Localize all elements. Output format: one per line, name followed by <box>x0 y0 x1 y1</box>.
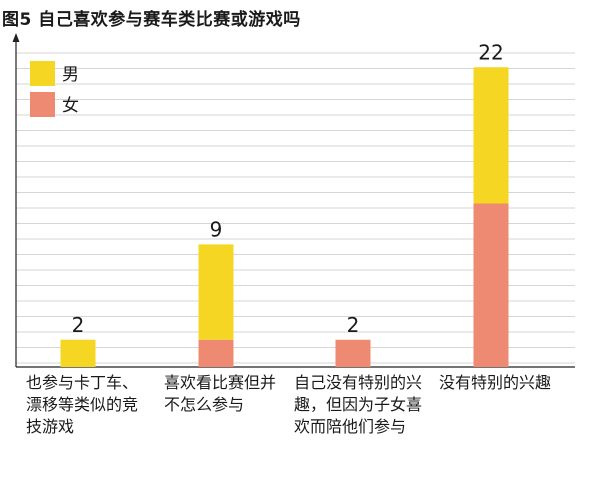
category-label: 没有特别的兴趣 <box>439 373 552 392</box>
bar-segment <box>473 67 509 204</box>
bars <box>60 67 509 367</box>
legend: 男女 <box>30 61 79 117</box>
total-label: 2 <box>347 313 360 337</box>
y-axis-arrow <box>12 33 20 42</box>
chart-title: 图5 自己喜欢参与赛车类比赛或游戏吗 <box>2 10 301 30</box>
total-label: 22 <box>478 40 503 64</box>
category-label: 喜欢看比赛但并不怎么参与 <box>164 373 277 414</box>
category-label: 也参与卡丁车、漂移等类似的竞技游戏 <box>26 373 139 436</box>
bar-segment <box>335 339 371 367</box>
legend-label: 女 <box>62 96 79 116</box>
bar-segment <box>198 244 234 340</box>
category-label: 自己没有特别的兴趣，但因为子女喜欢而陪他们参与 <box>294 373 423 436</box>
legend-label: 男 <box>62 65 79 85</box>
legend-swatch <box>30 61 55 86</box>
bar-segment <box>60 339 96 367</box>
total-label: 9 <box>210 217 223 241</box>
bar-segment <box>473 203 509 367</box>
bar-segment <box>198 339 234 367</box>
total-label: 2 <box>72 313 85 337</box>
legend-swatch <box>30 92 55 117</box>
